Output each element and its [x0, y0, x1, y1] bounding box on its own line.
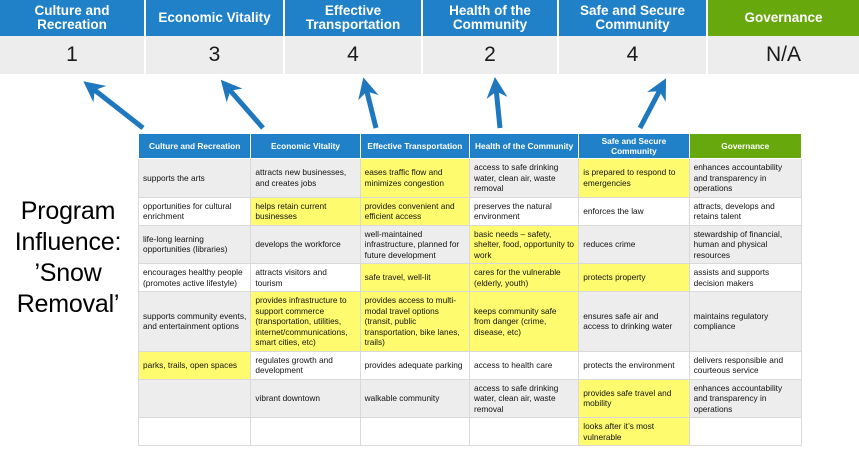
- scorecard-header-economic-vitality[interactable]: Economic Vitality: [146, 0, 285, 36]
- matrix-header-row: Culture and Recreation Economic Vitality…: [137, 133, 803, 159]
- scorecard-header-row: Culture and Recreation Economic Vitality…: [0, 0, 859, 36]
- matrix-cell: reduces crime: [578, 224, 690, 264]
- scorecard-value-governance: N/A: [708, 36, 859, 74]
- matrix-cell: ensures safe air and access to drinking …: [578, 291, 690, 352]
- matrix-cell: regulates growth and development: [250, 350, 361, 380]
- matrix-cell: provides access to multi-modal travel op…: [359, 291, 470, 352]
- matrix-header-safe-and-secure-community[interactable]: Safe and Secure Community: [578, 133, 690, 159]
- matrix-header-health-of-the-community[interactable]: Health of the Community: [468, 133, 580, 159]
- matrix-cell: opportunities for cultural enrichment: [137, 196, 252, 226]
- matrix-cell: develops the workforce: [250, 224, 361, 264]
- table-row: supports community events, and entertain…: [137, 291, 803, 352]
- caption-line-1: Program: [20, 197, 116, 225]
- matrix-cell: stewardship of financial, human and phys…: [688, 224, 803, 264]
- scorecard-header-safe-and-secure-community[interactable]: Safe and Secure Community: [559, 0, 708, 36]
- arrow-icon-4: [486, 77, 508, 129]
- matrix-cell: preserves the natural environment: [468, 196, 580, 226]
- scorecard-value-economic-vitality: 3: [146, 36, 285, 74]
- matrix-cell: attracts, develops and retains talent: [688, 196, 803, 226]
- table-row: looks after it’s most vulnerable: [137, 417, 803, 446]
- table-row: parks, trails, open spaces regulates grow…: [137, 350, 803, 380]
- scorecard-value-safe-and-secure-community: 4: [559, 36, 708, 74]
- matrix-cell: enforces the law: [578, 196, 690, 226]
- scorecard-header-label: Safe and Secure Community: [579, 3, 686, 32]
- scorecard-header-label: Effective Transportation: [305, 3, 401, 32]
- influence-matrix-table: Culture and Recreation Economic Vitality…: [137, 133, 803, 446]
- arrow-icon-3: [358, 77, 379, 129]
- matrix-cell: provides convenient and efficient access: [359, 196, 470, 226]
- matrix-cell: [137, 378, 252, 418]
- matrix-cell: is prepared to respond to emergencies: [578, 158, 690, 198]
- matrix-cell: attracts new businesses, and creates job…: [250, 158, 361, 198]
- matrix-cell: provides safe travel and mobility: [578, 378, 690, 418]
- matrix-cell: eases traffic flow and minimizes congest…: [359, 158, 470, 198]
- matrix-cell: access to safe drinking water, clean air…: [468, 378, 580, 418]
- matrix-cell: attracts visitors and tourism: [250, 263, 361, 292]
- arrow-icon-2: [220, 79, 265, 130]
- matrix-cell: delivers responsible and courteous servi…: [688, 350, 803, 380]
- caption-line-2: Influence:: [14, 228, 122, 256]
- matrix-cell: provides infrastructure to support comme…: [250, 291, 361, 352]
- matrix-cell: looks after it’s most vulnerable: [578, 417, 690, 446]
- table-row: opportunities for cultural enrichment hel…: [137, 196, 803, 226]
- matrix-cell: well-maintained infrastructure, planned …: [359, 224, 470, 264]
- matrix-cell: parks, trails, open spaces: [137, 350, 252, 380]
- arrow-group: [83, 77, 667, 130]
- scorecard-value-health-of-the-community: 2: [423, 36, 559, 74]
- matrix-cell: [359, 417, 470, 446]
- matrix-cell: supports the arts: [137, 158, 252, 198]
- scorecard-header-label: Economic Vitality: [158, 10, 271, 25]
- scorecard-header-label: Governance: [744, 10, 823, 25]
- matrix-cell: vibrant downtown: [250, 378, 361, 418]
- matrix-cell: [250, 417, 361, 446]
- table-row: life-long learning opportunities (librar…: [137, 224, 803, 264]
- matrix-cell: enhances accountability and transparency…: [688, 378, 803, 418]
- arrow-icon-5: [637, 78, 667, 130]
- scorecard-header-culture-and-recreation[interactable]: Culture and Recreation: [0, 0, 146, 36]
- scorecard-header-effective-transportation[interactable]: Effective Transportation: [285, 0, 423, 36]
- matrix-cell: maintains regulatory compliance: [688, 291, 803, 352]
- program-influence-caption: Program Influence: ’Snow Removal’: [4, 196, 132, 320]
- matrix-body: supports the arts attracts new businesses…: [137, 158, 803, 446]
- matrix-cell: enhances accountability and transparency…: [688, 158, 803, 198]
- matrix-cell: cares for the vulnerable (elderly, youth…: [468, 263, 580, 292]
- matrix-cell: access to health care: [468, 350, 580, 380]
- arrow-icon-1: [83, 81, 145, 130]
- matrix-cell: keeps community safe from danger (crime,…: [468, 291, 580, 352]
- matrix-cell: helps retain current businesses: [250, 196, 361, 226]
- matrix-header-effective-transportation[interactable]: Effective Transportation: [359, 133, 470, 159]
- matrix-cell: [137, 417, 252, 446]
- scorecard-header-governance[interactable]: Governance: [708, 0, 859, 36]
- matrix-cell: provides adequate parking: [359, 350, 470, 380]
- matrix-cell: supports community events, and entertain…: [137, 291, 252, 352]
- matrix-header-culture-and-recreation[interactable]: Culture and Recreation: [137, 133, 252, 159]
- table-row: encourages healthy people (promotes acti…: [137, 263, 803, 292]
- matrix-cell: encourages healthy people (promotes acti…: [137, 263, 252, 292]
- caption-line-4: Removal’: [16, 290, 120, 318]
- matrix-cell: safe travel, well-lit: [359, 263, 470, 292]
- matrix-cell: access to safe drinking water, clean air…: [468, 158, 580, 198]
- scorecard-value-row: 1 3 4 2 4 N/A: [0, 36, 859, 74]
- matrix-cell: protects the environment: [578, 350, 690, 380]
- scorecard-header-health-of-the-community[interactable]: Health of the Community: [423, 0, 559, 36]
- matrix-cell: [688, 417, 803, 446]
- scorecard-header-label: Health of the Community: [449, 3, 531, 32]
- matrix-cell: [468, 417, 580, 446]
- caption-line-3: ’Snow: [34, 259, 102, 287]
- matrix-cell: walkable community: [359, 378, 470, 418]
- table-row: vibrant downtown walkable community access…: [137, 378, 803, 418]
- matrix-header-governance[interactable]: Governance: [688, 133, 803, 159]
- scorecard-value-effective-transportation: 4: [285, 36, 423, 74]
- scorecard-header-label: Culture and Recreation: [34, 3, 110, 32]
- scorecard-bar: Culture and Recreation Economic Vitality…: [0, 0, 859, 74]
- matrix-cell: assists and supports decision makers: [688, 263, 803, 292]
- matrix-cell: basic needs – safety, shelter, food, opp…: [468, 224, 580, 264]
- matrix-cell: life-long learning opportunities (librar…: [137, 224, 252, 264]
- scorecard-value-culture-and-recreation: 1: [0, 36, 146, 74]
- matrix-cell: protects property: [578, 263, 690, 292]
- table-row: supports the arts attracts new businesses…: [137, 158, 803, 198]
- matrix-header-economic-vitality[interactable]: Economic Vitality: [250, 133, 361, 159]
